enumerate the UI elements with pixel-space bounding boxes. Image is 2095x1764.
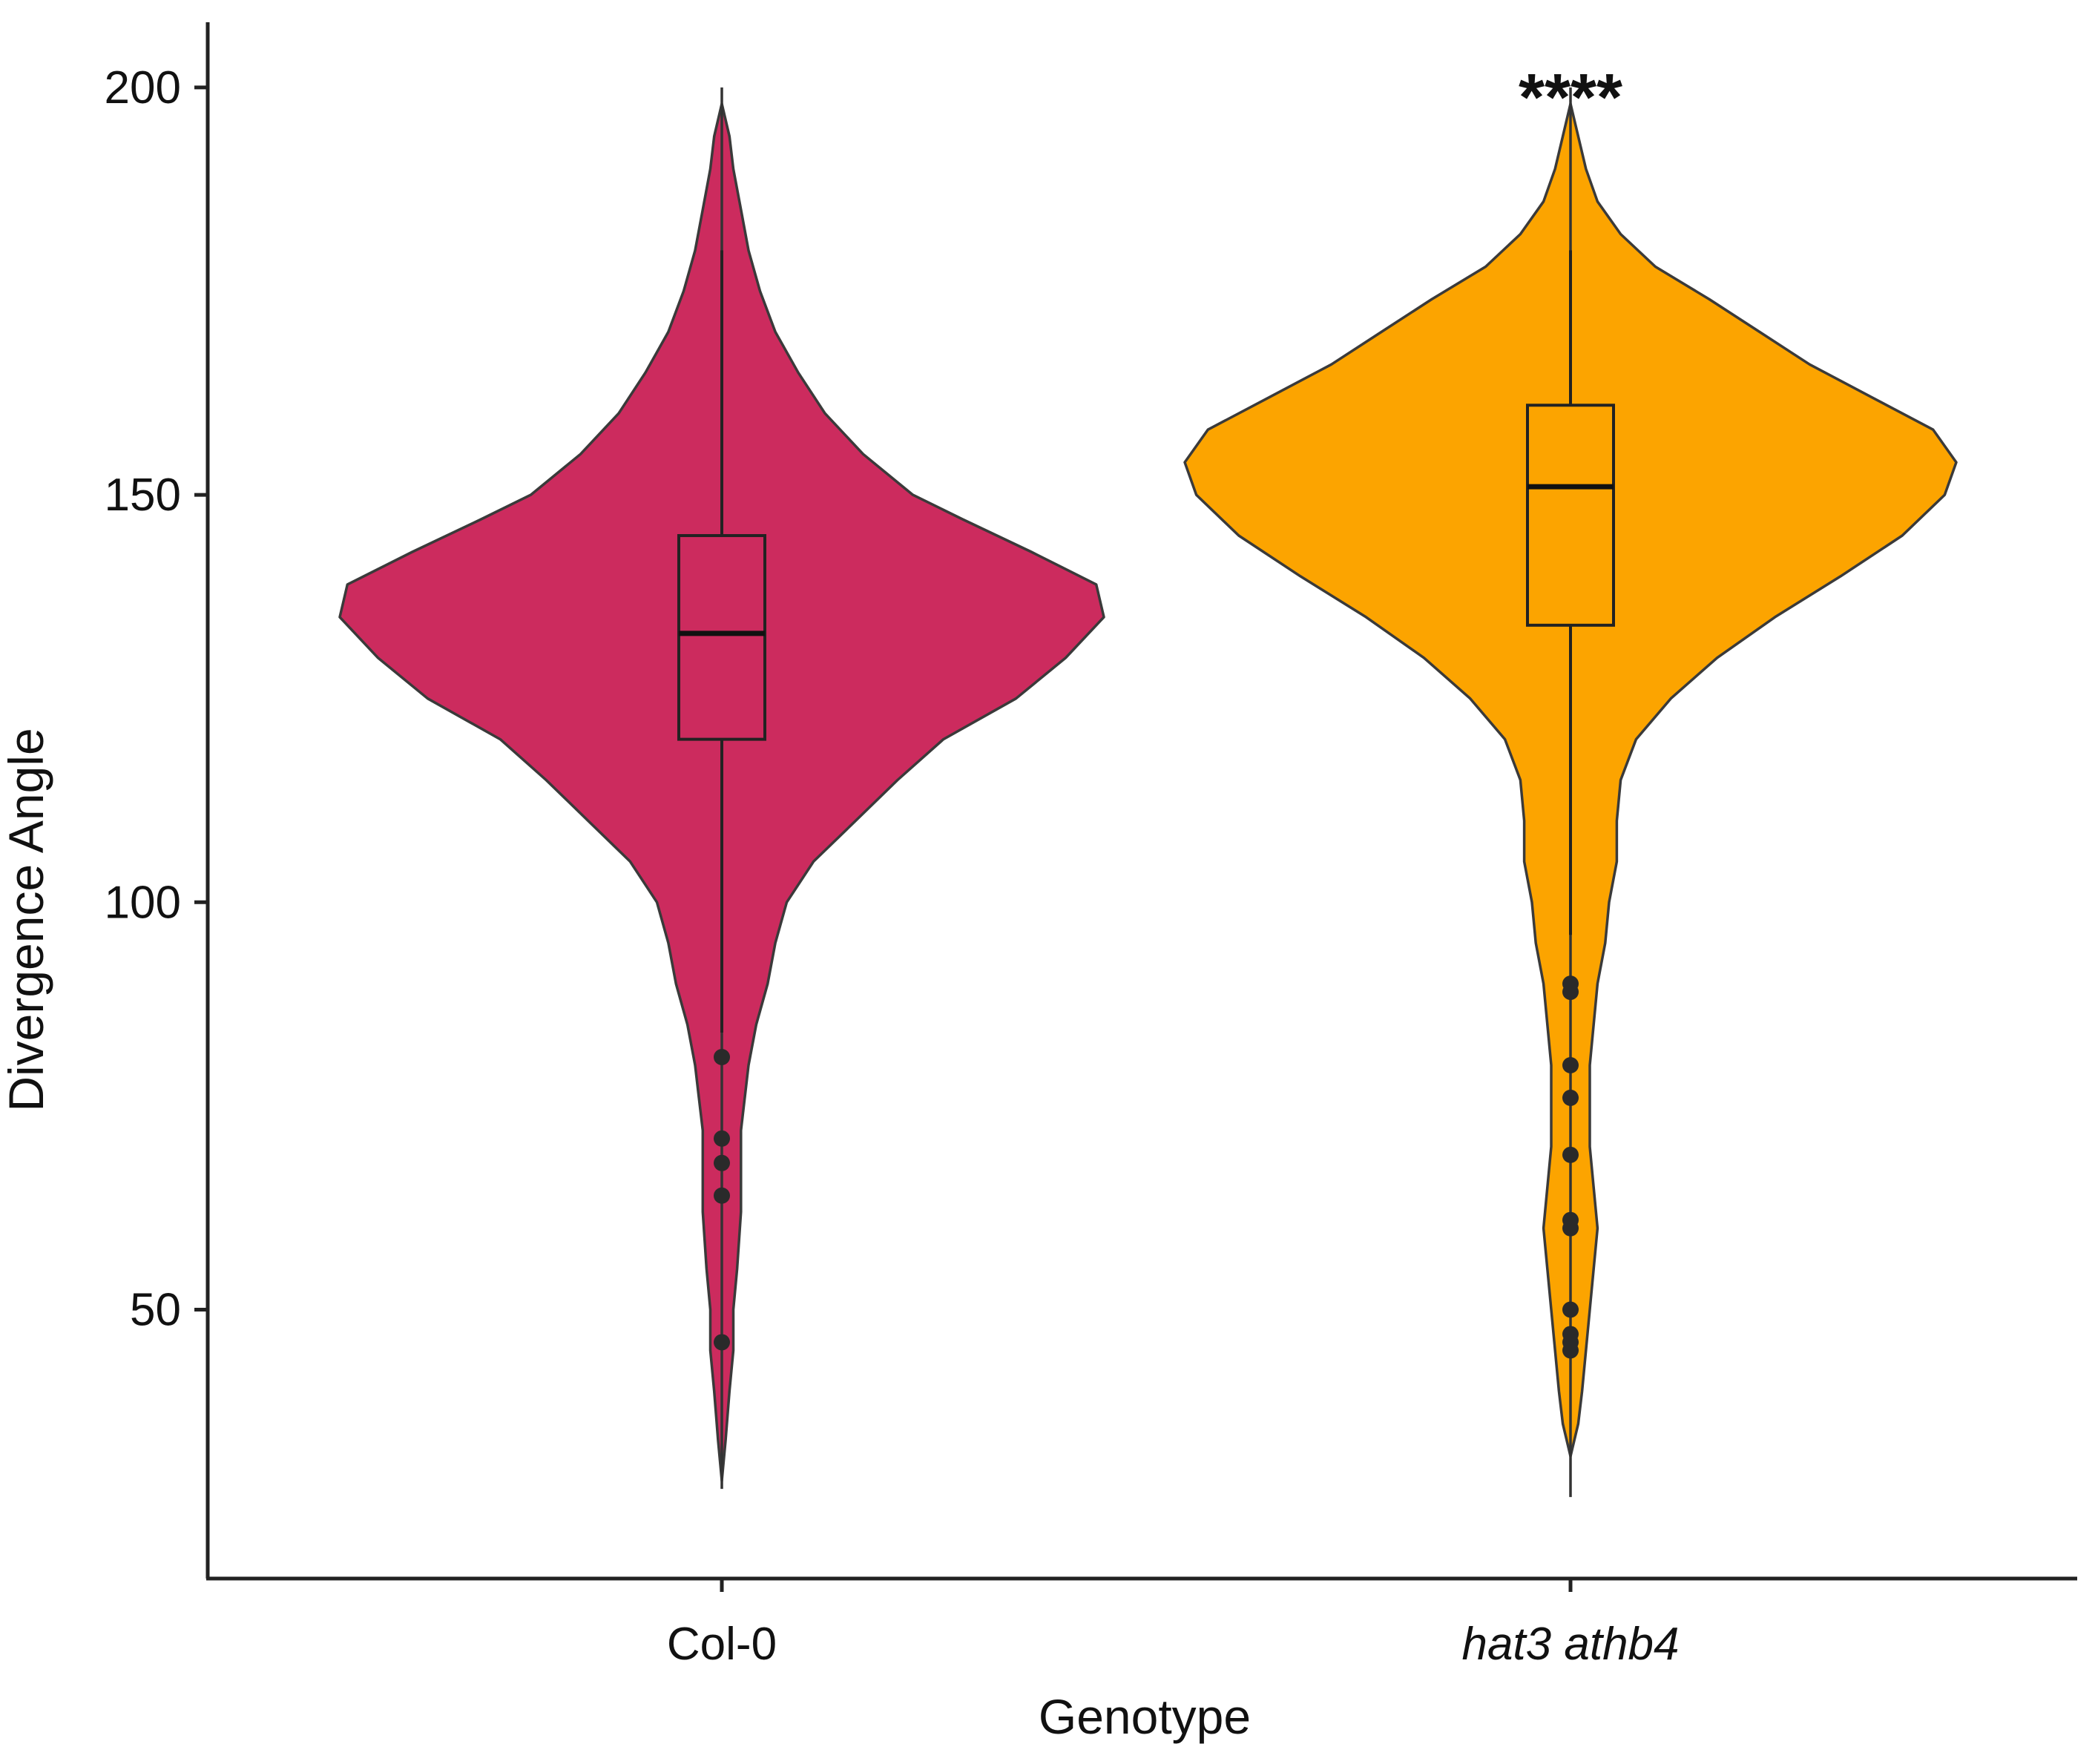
outlier-point	[1562, 1301, 1579, 1318]
x-tick-label: Col-0	[667, 1619, 777, 1670]
y-tick-label: 100	[105, 877, 181, 928]
box	[1526, 404, 1615, 627]
plot-area: ****	[338, 61, 1958, 1498]
outlier-point	[1562, 1220, 1579, 1237]
x-axis-title: Genotype	[1039, 1689, 1251, 1744]
box	[677, 534, 766, 741]
outlier-point	[1562, 1056, 1579, 1073]
y-tick-label: 200	[105, 62, 181, 113]
y-tick-label: 50	[130, 1285, 181, 1336]
y-axis-ticks: 50 100 150 200	[105, 62, 208, 1336]
outlier-point	[1562, 1342, 1579, 1359]
x-axis-ticks: Col-0 hat3 athb4	[667, 1579, 1680, 1670]
outlier-point	[1562, 1146, 1579, 1163]
y-axis-title: Divergence Angle	[0, 728, 53, 1111]
outlier-point	[714, 1187, 730, 1204]
outlier-point	[714, 1334, 730, 1351]
violin-group-col-0	[338, 87, 1105, 1490]
outlier-point	[1562, 1089, 1579, 1106]
outlier-point	[1562, 984, 1579, 1001]
x-tick-label: hat3 athb4	[1461, 1619, 1679, 1670]
violin-group-hat3-athb4	[1183, 87, 1958, 1498]
outlier-point	[714, 1154, 730, 1171]
y-tick-label: 150	[105, 470, 181, 521]
outlier-point	[714, 1049, 730, 1066]
significance-label: ****	[1519, 61, 1622, 135]
outlier-point	[714, 1130, 730, 1147]
